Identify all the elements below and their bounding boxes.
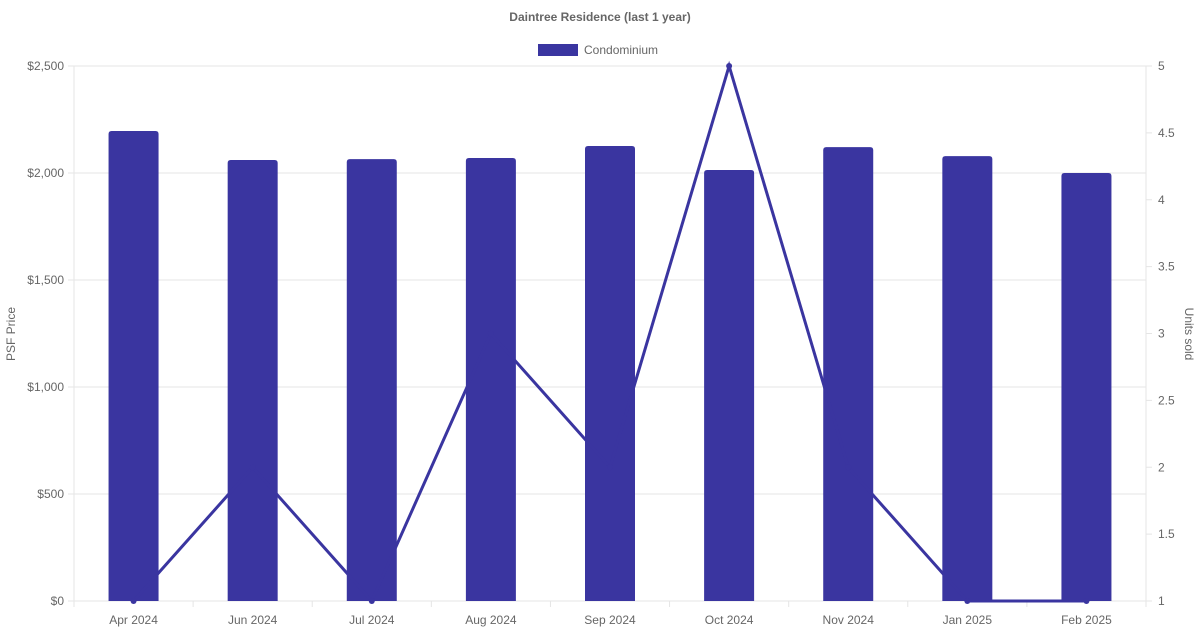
- y-tick-label: $1,500: [27, 273, 64, 287]
- y-tick-label: $0: [51, 594, 65, 608]
- x-tick-label: Nov 2024: [823, 613, 875, 627]
- y2-tick-label: 1: [1158, 594, 1165, 608]
- y-tick-label: $1,000: [27, 380, 64, 394]
- y2-tick-label: 4: [1158, 193, 1165, 207]
- x-tick-label: Feb 2025: [1061, 613, 1112, 627]
- line-point[interactable]: [130, 598, 137, 604]
- line-point[interactable]: [845, 464, 852, 471]
- legend[interactable]: Condominium: [538, 43, 658, 57]
- y-tick-label: $2,500: [27, 59, 64, 73]
- x-tick-label: Jan 2025: [943, 613, 993, 627]
- line-point[interactable]: [249, 464, 256, 471]
- line-point[interactable]: [487, 330, 494, 337]
- legend-label: Condominium: [584, 43, 658, 57]
- bar[interactable]: [704, 170, 755, 601]
- bar[interactable]: [346, 159, 397, 601]
- line-point[interactable]: [368, 598, 375, 604]
- line-point[interactable]: [726, 63, 733, 69]
- x-tick-label: Jul 2024: [349, 613, 395, 627]
- y2-tick-label: 1.5: [1158, 527, 1175, 541]
- bar[interactable]: [942, 156, 993, 601]
- y2-tick-label: 2.5: [1158, 393, 1175, 407]
- chart-title: Daintree Residence (last 1 year): [509, 10, 690, 24]
- bar[interactable]: [1061, 173, 1112, 601]
- y2-tick-label: 4.5: [1158, 126, 1175, 140]
- y2-axis-label: Units sold: [1182, 308, 1196, 361]
- y2-tick-label: 5: [1158, 59, 1165, 73]
- y2-tick-label: 2: [1158, 460, 1165, 474]
- bar[interactable]: [585, 146, 635, 601]
- bar[interactable]: [465, 158, 516, 601]
- y-axis-label: PSF Price: [4, 307, 18, 361]
- x-tick-label: Sep 2024: [584, 613, 636, 627]
- line-point[interactable]: [607, 464, 613, 471]
- y-tick-label: $2,000: [27, 166, 64, 180]
- legend-swatch: [538, 44, 578, 56]
- bar[interactable]: [108, 131, 159, 601]
- line-point[interactable]: [964, 598, 971, 604]
- bar[interactable]: [227, 159, 278, 602]
- x-tick-label: Jun 2024: [228, 613, 278, 627]
- bar[interactable]: [823, 147, 874, 601]
- line-point[interactable]: [1083, 598, 1090, 604]
- x-tick-label: Oct 2024: [705, 613, 754, 627]
- y2-tick-label: 3.5: [1158, 260, 1175, 274]
- x-tick-label: Apr 2024: [109, 613, 158, 627]
- y2-tick-label: 3: [1158, 327, 1165, 341]
- x-tick-label: Aug 2024: [465, 613, 517, 627]
- y-tick-label: $500: [37, 487, 64, 501]
